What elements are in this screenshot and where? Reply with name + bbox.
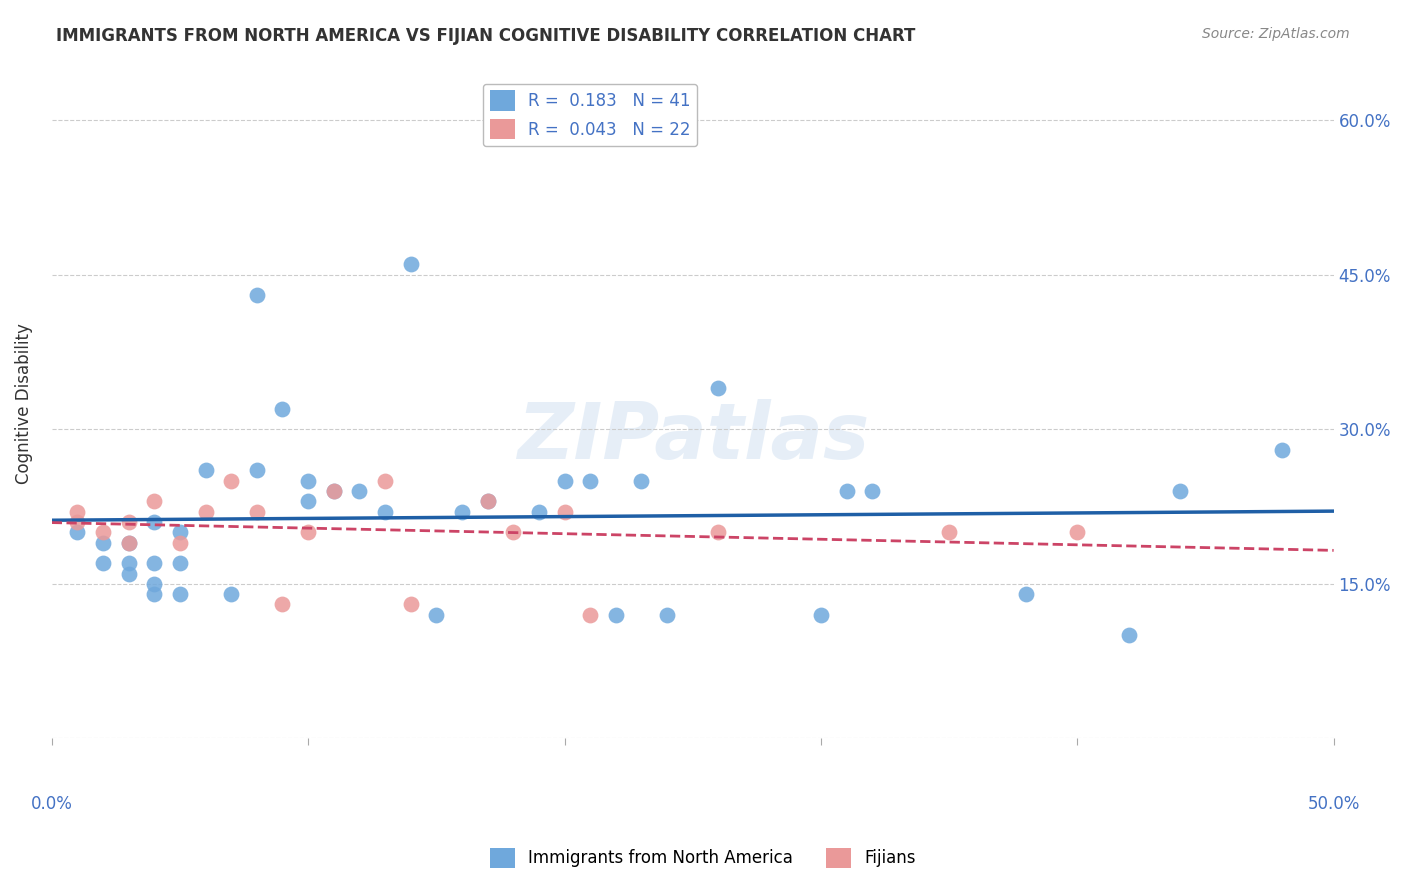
Point <box>655 607 678 622</box>
Point <box>169 587 191 601</box>
Point <box>271 401 294 416</box>
Point <box>835 484 858 499</box>
Point <box>297 494 319 508</box>
Point <box>91 525 114 540</box>
Point <box>477 494 499 508</box>
Point <box>399 257 422 271</box>
Point <box>605 607 627 622</box>
Point <box>66 525 89 540</box>
Point <box>118 515 141 529</box>
Point <box>349 484 371 499</box>
Point <box>630 474 652 488</box>
Point <box>143 494 166 508</box>
Point <box>399 598 422 612</box>
Point <box>707 525 730 540</box>
Point <box>579 607 602 622</box>
Point <box>477 494 499 508</box>
Point <box>143 556 166 570</box>
Point <box>322 484 344 499</box>
Point <box>297 474 319 488</box>
Point <box>219 474 242 488</box>
Point <box>502 525 524 540</box>
Point <box>169 535 191 549</box>
Point <box>579 474 602 488</box>
Point <box>553 505 575 519</box>
Legend: R =  0.183   N = 41, R =  0.043   N = 22: R = 0.183 N = 41, R = 0.043 N = 22 <box>484 84 697 146</box>
Y-axis label: Cognitive Disability: Cognitive Disability <box>15 323 32 484</box>
Point <box>194 505 217 519</box>
Point <box>118 535 141 549</box>
Point <box>860 484 883 499</box>
Point <box>1118 628 1140 642</box>
Point <box>169 556 191 570</box>
Point <box>91 535 114 549</box>
Point <box>271 598 294 612</box>
Point <box>451 505 474 519</box>
Point <box>1168 484 1191 499</box>
Point <box>219 587 242 601</box>
Point <box>66 505 89 519</box>
Point <box>66 515 89 529</box>
Point <box>91 556 114 570</box>
Point <box>118 566 141 581</box>
Point <box>297 525 319 540</box>
Point <box>143 515 166 529</box>
Text: 0.0%: 0.0% <box>31 795 73 814</box>
Point <box>118 535 141 549</box>
Point <box>707 381 730 395</box>
Point <box>246 288 269 302</box>
Point <box>322 484 344 499</box>
Point <box>938 525 960 540</box>
Point <box>374 474 396 488</box>
Point <box>194 463 217 477</box>
Point <box>143 587 166 601</box>
Point <box>1066 525 1088 540</box>
Point <box>374 505 396 519</box>
Text: 50.0%: 50.0% <box>1308 795 1360 814</box>
Point <box>169 525 191 540</box>
Point <box>527 505 550 519</box>
Point <box>553 474 575 488</box>
Point <box>118 556 141 570</box>
Point <box>143 577 166 591</box>
Text: IMMIGRANTS FROM NORTH AMERICA VS FIJIAN COGNITIVE DISABILITY CORRELATION CHART: IMMIGRANTS FROM NORTH AMERICA VS FIJIAN … <box>56 27 915 45</box>
Point <box>425 607 447 622</box>
Point <box>1271 442 1294 457</box>
Point <box>246 463 269 477</box>
Text: ZIPatlas: ZIPatlas <box>516 399 869 475</box>
Legend: Immigrants from North America, Fijians: Immigrants from North America, Fijians <box>484 841 922 875</box>
Point <box>1015 587 1038 601</box>
Point <box>810 607 832 622</box>
Text: Source: ZipAtlas.com: Source: ZipAtlas.com <box>1202 27 1350 41</box>
Point <box>246 505 269 519</box>
